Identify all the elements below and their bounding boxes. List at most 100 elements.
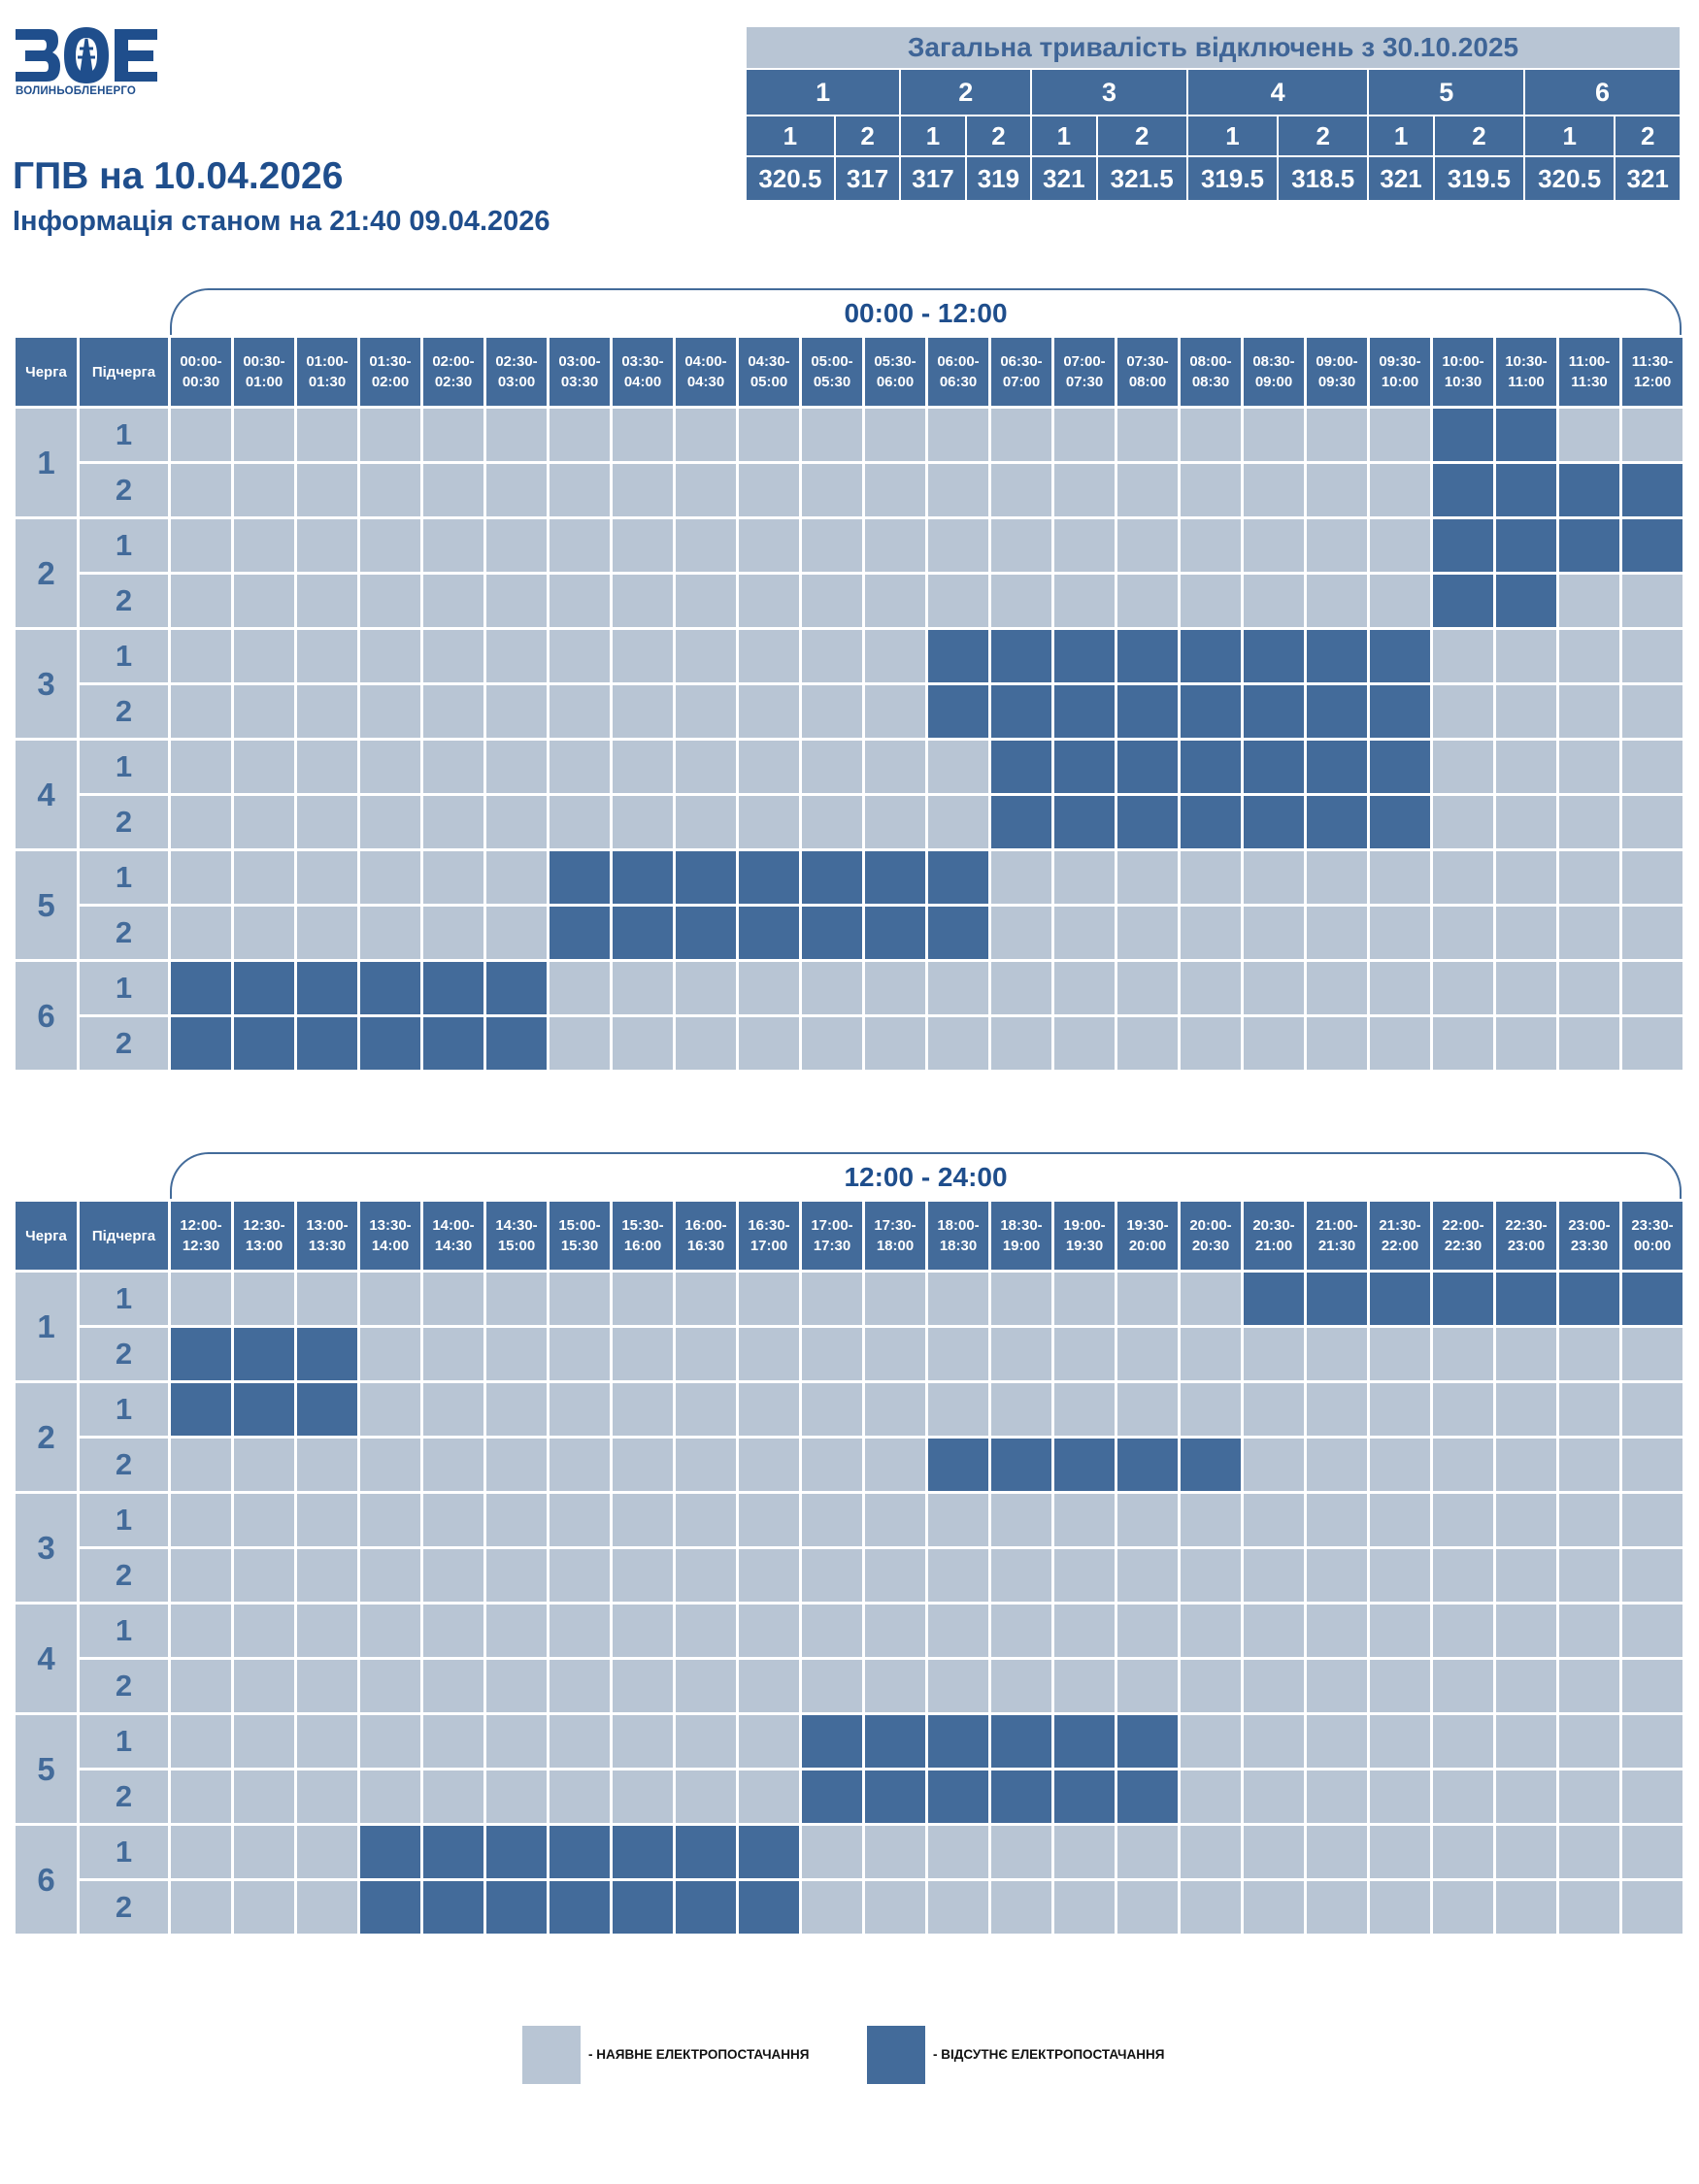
slot-power-on — [736, 1436, 802, 1494]
slot-power-on — [988, 572, 1054, 630]
slot-power-on — [925, 793, 991, 851]
slot-power-off — [420, 959, 486, 1017]
slot-power-off — [1493, 516, 1559, 575]
slot-power-on — [1304, 406, 1370, 464]
summary-subqueue-header: 1 — [1367, 115, 1435, 157]
slot-power-on — [231, 516, 297, 575]
slot-power-on — [547, 682, 613, 741]
slot-power-on — [420, 1380, 486, 1439]
slot-power-on — [988, 516, 1054, 575]
legend: - НАЯВНЕ ЕЛЕКТРОПОСТАЧАННЯ - ВІДСУТНЄ ЕЛ… — [0, 2026, 1699, 2084]
time-slot-header: 23:00- 23:30 — [1556, 1199, 1622, 1273]
slot-power-on — [1304, 516, 1370, 575]
schedule-row: 2 — [15, 1325, 1685, 1383]
slot-power-off — [1115, 682, 1181, 741]
slot-power-on — [1241, 904, 1307, 962]
queue-number: 5 — [13, 848, 80, 962]
subqueue-number: 1 — [77, 1823, 171, 1881]
slot-power-on — [988, 1014, 1054, 1073]
slot-power-on — [420, 627, 486, 685]
slot-power-on — [1556, 793, 1622, 851]
slot-power-off — [1556, 516, 1622, 575]
slot-power-on — [168, 793, 234, 851]
slot-power-on — [1556, 848, 1622, 907]
slot-power-on — [1556, 1014, 1622, 1073]
slot-power-on — [673, 627, 739, 685]
slot-power-off — [1115, 1712, 1181, 1770]
slot-power-on — [547, 406, 613, 464]
subqueue-number: 1 — [77, 1491, 171, 1549]
slot-power-on — [168, 1270, 234, 1328]
slot-power-on — [168, 1823, 234, 1881]
subqueue-number: 2 — [77, 572, 171, 630]
slot-power-on — [294, 738, 360, 796]
slot-power-on — [1178, 1657, 1244, 1715]
slot-power-on — [294, 1657, 360, 1715]
slot-power-off — [483, 959, 550, 1017]
slot-power-on — [1493, 627, 1559, 685]
slot-power-off — [736, 1823, 802, 1881]
slot-power-on — [1178, 959, 1244, 1017]
slot-power-on — [925, 959, 991, 1017]
time-slot-header: 02:30- 03:00 — [483, 335, 550, 409]
slot-power-on — [483, 848, 550, 907]
slot-power-on — [1493, 682, 1559, 741]
slot-power-on — [1556, 1878, 1622, 1936]
time-slot-header: 19:00- 19:30 — [1051, 1199, 1117, 1273]
slot-power-on — [1493, 1436, 1559, 1494]
slot-power-on — [483, 738, 550, 796]
slot-power-on — [862, 1602, 928, 1660]
slot-power-on — [231, 1270, 297, 1328]
slot-power-on — [357, 793, 423, 851]
time-slot-header: 09:00- 09:30 — [1304, 335, 1370, 409]
slot-power-on — [1051, 516, 1117, 575]
slot-power-on — [610, 1270, 676, 1328]
subqueue-number: 1 — [77, 627, 171, 685]
slot-power-on — [610, 1602, 676, 1660]
slot-power-on — [1241, 572, 1307, 630]
slot-power-on — [357, 406, 423, 464]
slot-power-on — [547, 1768, 613, 1826]
slot-power-on — [862, 572, 928, 630]
slot-power-on — [1178, 848, 1244, 907]
slot-power-off — [483, 1014, 550, 1073]
slot-power-on — [1304, 1878, 1370, 1936]
summary-subqueue-header: 1 — [899, 115, 967, 157]
slot-power-on — [1367, 848, 1433, 907]
slot-power-on — [988, 1380, 1054, 1439]
slot-power-on — [1430, 959, 1496, 1017]
summary-title: Загальна тривалість відключень з 30.10.2… — [745, 25, 1682, 70]
time-slot-header: 02:00- 02:30 — [420, 335, 486, 409]
slot-power-on — [1493, 1768, 1559, 1826]
slot-power-on — [420, 682, 486, 741]
slot-power-off — [1556, 461, 1622, 519]
summary-duration-value: 320.5 — [745, 155, 836, 202]
slot-power-on — [1115, 1325, 1181, 1383]
slot-power-on — [168, 738, 234, 796]
schedule-row: 2 — [15, 1768, 1685, 1826]
slot-power-on — [1304, 904, 1370, 962]
time-slot-header: 17:30- 18:00 — [862, 1199, 928, 1273]
slot-power-off — [357, 1823, 423, 1881]
subqueue-number: 1 — [77, 1712, 171, 1770]
slot-power-off — [1619, 1270, 1685, 1328]
slot-power-on — [1430, 904, 1496, 962]
slot-power-on — [799, 1878, 865, 1936]
slot-power-on — [547, 1325, 613, 1383]
slot-power-on — [231, 1436, 297, 1494]
slot-power-off — [168, 1380, 234, 1439]
slot-power-on — [168, 516, 234, 575]
slot-power-on — [736, 1380, 802, 1439]
slot-power-on — [168, 406, 234, 464]
time-slot-header: 11:30- 12:00 — [1619, 335, 1685, 409]
summary-queue-header: 5 — [1367, 68, 1526, 116]
slot-power-on — [168, 1878, 234, 1936]
slot-power-on — [168, 1657, 234, 1715]
slot-power-off — [294, 1014, 360, 1073]
slot-power-on — [1304, 848, 1370, 907]
slot-power-off — [862, 848, 928, 907]
time-slot-header: 03:30- 04:00 — [610, 335, 676, 409]
queue-number: 5 — [13, 1712, 80, 1826]
